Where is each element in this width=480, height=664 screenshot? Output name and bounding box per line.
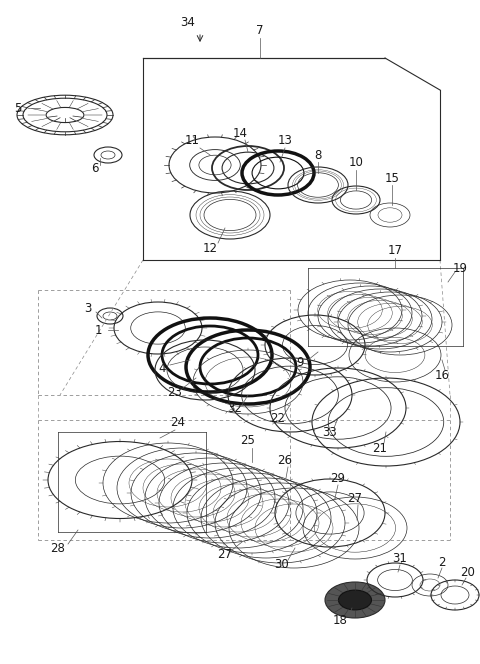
Text: 31: 31 bbox=[393, 552, 408, 564]
Text: 24: 24 bbox=[170, 416, 185, 428]
Text: 9: 9 bbox=[296, 355, 304, 369]
Text: 15: 15 bbox=[384, 171, 399, 185]
Text: 11: 11 bbox=[184, 133, 200, 147]
Text: 17: 17 bbox=[387, 244, 403, 256]
Text: 29: 29 bbox=[331, 471, 346, 485]
Text: 22: 22 bbox=[271, 412, 286, 424]
Text: 32: 32 bbox=[228, 402, 242, 414]
Text: 33: 33 bbox=[323, 426, 337, 438]
Ellipse shape bbox=[338, 590, 372, 610]
Text: 30: 30 bbox=[275, 558, 289, 572]
Text: 8: 8 bbox=[314, 149, 322, 161]
Text: 18: 18 bbox=[333, 614, 348, 627]
Text: 4: 4 bbox=[158, 361, 166, 374]
Text: 27: 27 bbox=[348, 491, 362, 505]
Text: 10: 10 bbox=[348, 155, 363, 169]
Text: 3: 3 bbox=[84, 301, 92, 315]
Text: 5: 5 bbox=[14, 102, 22, 114]
Text: 23: 23 bbox=[168, 386, 182, 398]
Text: 25: 25 bbox=[240, 434, 255, 446]
Text: 21: 21 bbox=[372, 442, 387, 454]
Text: 34: 34 bbox=[180, 15, 195, 29]
Text: 12: 12 bbox=[203, 242, 217, 254]
Ellipse shape bbox=[325, 582, 385, 618]
Text: 27: 27 bbox=[217, 548, 232, 562]
Text: 7: 7 bbox=[256, 23, 264, 37]
Text: 20: 20 bbox=[461, 566, 475, 578]
Text: 2: 2 bbox=[438, 556, 446, 568]
Text: 6: 6 bbox=[91, 161, 99, 175]
Text: 19: 19 bbox=[453, 262, 468, 274]
Text: 13: 13 bbox=[277, 133, 292, 147]
Text: 16: 16 bbox=[434, 369, 449, 382]
Text: 1: 1 bbox=[94, 323, 102, 337]
Text: 28: 28 bbox=[50, 542, 65, 554]
Text: 26: 26 bbox=[277, 454, 292, 467]
Text: 14: 14 bbox=[232, 127, 248, 139]
